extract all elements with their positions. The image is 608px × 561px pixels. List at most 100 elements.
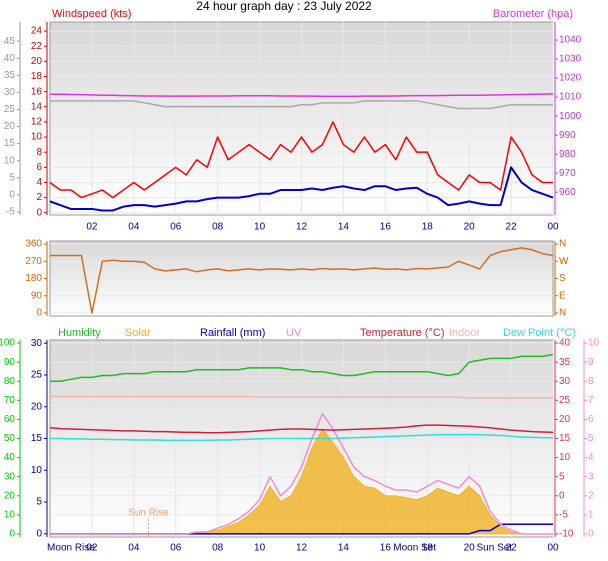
- y-tick-label: 25: [31, 370, 43, 381]
- y-tick-label: W: [559, 256, 569, 267]
- y-tick-label: 30: [559, 376, 571, 387]
- x-tick-label: 22: [506, 222, 518, 233]
- y-tick-label: 16: [31, 86, 43, 97]
- y-tick-label: 0: [36, 308, 42, 319]
- y-tick-label: 3: [588, 471, 594, 482]
- y-tick-label: 70: [4, 395, 16, 406]
- x-tick-label: 20: [464, 222, 476, 233]
- y-tick-label: 80: [4, 376, 16, 387]
- legend-entry: Solar: [125, 327, 151, 339]
- y-tick-label: 22: [31, 41, 43, 52]
- annotation: Sun Rise: [128, 508, 169, 519]
- y-tick-label: 6: [588, 414, 594, 425]
- x-tick-label: 18: [422, 543, 434, 554]
- y-tick-label: 15: [31, 433, 43, 444]
- y-tick-label: 60: [4, 414, 16, 425]
- y-tick-label: 5: [588, 433, 594, 444]
- y-tick-label: 90: [4, 357, 16, 368]
- x-tick-label: 12: [296, 543, 308, 554]
- y-tick-label: 10: [4, 155, 16, 166]
- y-tick-label: 5: [559, 471, 565, 482]
- y-tick-label: 12: [31, 117, 43, 128]
- y-tick-label: 1040: [559, 35, 582, 46]
- y-tick-label: 1: [588, 509, 594, 520]
- y-tick-label: 20: [559, 414, 571, 425]
- y-tick-label: 30: [31, 338, 43, 349]
- y-tick-label: 10: [4, 509, 16, 520]
- legend-entry: Rainfall (mm): [200, 327, 265, 339]
- legend-entry: Barometer (hpa): [493, 8, 573, 20]
- y-tick-label: 2: [588, 490, 594, 501]
- x-tick-label: 20: [464, 543, 476, 554]
- y-tick-label: N: [559, 239, 566, 250]
- y-tick-label: 20: [4, 490, 16, 501]
- y-tick-label: 20: [31, 56, 43, 67]
- y-tick-label: 10: [31, 465, 43, 476]
- series-line: [49, 424, 554, 434]
- x-tick-label: 12: [296, 222, 308, 233]
- x-tick-label: 10: [254, 543, 266, 554]
- y-tick-label: E: [559, 290, 566, 301]
- y-tick-label: S: [559, 273, 566, 284]
- legend-entry: Windspeed (kts): [52, 8, 131, 20]
- y-tick-label: 100: [0, 338, 15, 349]
- series-line: [49, 166, 554, 212]
- x-tick-label: 16: [380, 222, 392, 233]
- y-tick-label: 0: [9, 189, 15, 200]
- y-tick-label: 90: [31, 290, 43, 301]
- y-tick-label: N: [559, 308, 566, 319]
- y-tick-label: 4: [36, 177, 42, 188]
- y-tick-label: 24: [31, 26, 43, 37]
- x-tick-label: 14: [338, 543, 350, 554]
- y-tick-label: 5: [36, 497, 42, 508]
- x-tick-label: 16: [380, 543, 392, 554]
- legend-entry: Humidity: [58, 327, 101, 339]
- y-tick-label: 980: [559, 149, 576, 160]
- y-tick-label: 30: [4, 87, 16, 98]
- y-tick-label: 30: [4, 471, 16, 482]
- annotation: Sun Set: [477, 543, 513, 554]
- y-tick-label: 15: [4, 138, 16, 149]
- x-tick-label: 04: [128, 222, 140, 233]
- y-tick-label: 25: [559, 395, 571, 406]
- y-tick-label: 25: [4, 104, 16, 115]
- y-tick-label: 2: [36, 192, 42, 203]
- x-tick-label: 06: [170, 222, 182, 233]
- y-tick-label: 970: [559, 168, 576, 179]
- chart-title: 24 hour graph day : 23 July 2022: [196, 0, 372, 13]
- y-tick-label: 35: [559, 357, 571, 368]
- y-tick-label: 0: [559, 490, 565, 501]
- y-tick-label: -5: [6, 207, 15, 218]
- y-tick-label: 0: [36, 207, 42, 218]
- y-tick-label: 20: [4, 121, 16, 132]
- y-tick-label: 4: [588, 452, 594, 463]
- y-tick-label: 0: [588, 529, 594, 540]
- y-tick-label: 10: [31, 132, 43, 143]
- series-line: [50, 247, 554, 314]
- y-tick-label: 6: [36, 162, 42, 173]
- legend-entry: Dew Point (°C): [503, 327, 576, 339]
- y-tick-label: 0: [36, 528, 42, 539]
- y-tick-label: 8: [36, 147, 42, 158]
- x-tick-label: 08: [212, 222, 224, 233]
- y-tick-label: 1000: [559, 111, 582, 122]
- x-tick-label: 10: [254, 222, 266, 233]
- x-tick-label: 08: [212, 543, 224, 554]
- x-tick-label: 18: [422, 222, 434, 233]
- x-tick-label: 06: [170, 543, 182, 554]
- y-tick-label: 0: [9, 529, 15, 540]
- y-tick-label: 35: [4, 70, 16, 81]
- y-tick-label: 9: [588, 357, 594, 368]
- y-tick-label: -5: [559, 509, 568, 520]
- series-line: [50, 100, 553, 110]
- x-tick-label: 22: [506, 543, 518, 554]
- series-line: [50, 395, 553, 399]
- y-tick-label: 360: [25, 239, 42, 250]
- series-line: [50, 93, 554, 98]
- x-tick-label: 00: [547, 222, 559, 233]
- y-tick-label: 18: [31, 71, 43, 82]
- y-tick-label: 1030: [559, 54, 582, 65]
- series-line: [50, 433, 553, 442]
